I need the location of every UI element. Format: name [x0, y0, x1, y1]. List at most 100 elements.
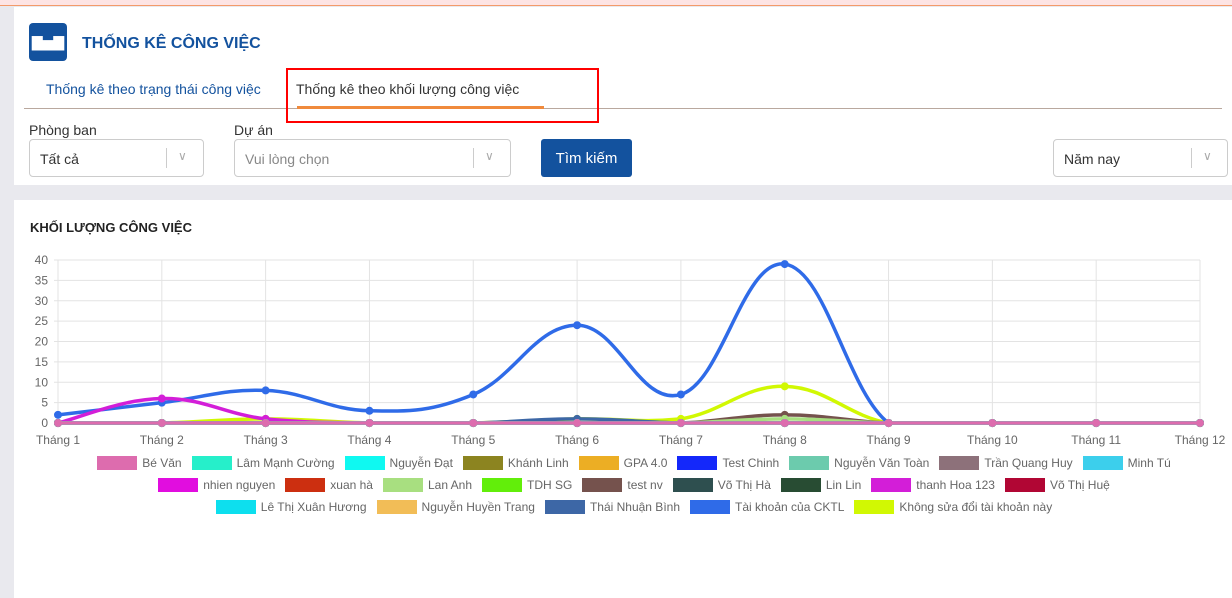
y-tick-label: 30 — [35, 294, 49, 308]
series-be-van-point — [1092, 419, 1101, 427]
y-tick-label: 0 — [41, 416, 48, 430]
x-tick-label: Tháng 11 — [1071, 433, 1121, 447]
legend-swatch — [582, 478, 623, 492]
legend-item[interactable]: Nguyễn Văn Toàn — [789, 456, 929, 470]
legend-item[interactable]: Minh Tú — [1082, 456, 1171, 470]
chart-panel: KHỐI LƯỢNG CÔNG VIỆC 0 5 10 15 20 25 30 35 40 Thá… — [14, 200, 1232, 598]
legend-label: Thái Nhuận Bình — [589, 500, 680, 514]
legend-item[interactable]: test nv — [582, 478, 663, 492]
x-tick-label: Tháng 12 — [1175, 433, 1226, 447]
series-tai-khoan-cua-cktl-point — [469, 390, 478, 399]
legend-label: TDH SG — [527, 478, 573, 492]
legend-label: xuan hà — [330, 478, 373, 492]
legend-label: Không sửa đổi tài khoản này — [899, 500, 1053, 514]
tab-workload-stats[interactable]: Thống kê theo khối lượng công việc — [296, 81, 520, 97]
legend-item[interactable]: Võ Thị Hà — [672, 478, 771, 492]
legend-swatch — [672, 478, 713, 492]
x-tick-label: Tháng 9 — [867, 433, 911, 447]
legend-label: Minh Tú — [1127, 456, 1171, 470]
legend-label: Nguyễn Huyền Trang — [421, 500, 535, 514]
project-select[interactable]: Vui lòng chọn ∨ — [234, 139, 511, 177]
legend-swatch — [462, 456, 503, 470]
department-select[interactable]: Tất cả ∨ — [29, 139, 204, 177]
x-tick-label: Tháng 10 — [967, 433, 1018, 447]
legend-item[interactable]: Nguyễn Đạt — [344, 456, 453, 470]
legend-label: Lin Lin — [825, 478, 862, 492]
legend-swatch — [1082, 456, 1123, 470]
series-tai-khoan-cua-cktl-line — [57, 262, 1200, 425]
legend-swatch — [1004, 478, 1045, 492]
series-be-van-point — [1196, 419, 1204, 427]
legend-item[interactable]: Thái Nhuận Bình — [544, 500, 680, 514]
legend-swatch — [285, 478, 326, 492]
legend-label: Nguyễn Văn Toàn — [834, 456, 930, 470]
legend-item[interactable]: TDH SG — [482, 478, 572, 492]
legend-label: Võ Thị Huệ — [1049, 478, 1110, 492]
y-tick-label: 10 — [35, 375, 49, 389]
series-tai-khoan-cua-cktl-point — [676, 390, 685, 399]
legend-swatch — [482, 478, 523, 492]
legend-label: Lâm Mạnh Cường — [236, 456, 335, 470]
y-tick-label: 40 — [35, 253, 49, 267]
project-placeholder: Vui lòng chọn — [245, 151, 330, 167]
legend-swatch — [382, 478, 423, 492]
series-be-van-point — [676, 419, 685, 427]
legend-swatch — [158, 478, 199, 492]
x-tick-label: Tháng 2 — [140, 433, 184, 447]
series-be-van-point — [573, 419, 582, 427]
legend-swatch — [871, 478, 912, 492]
legend-label: thanh Hoa 123 — [916, 478, 995, 492]
x-tick-label: Tháng 1 — [36, 433, 80, 447]
y-tick-label: 15 — [35, 355, 49, 369]
legend-item[interactable]: Test Chinh — [677, 456, 779, 470]
line-chart: 0 5 10 15 20 25 30 35 40 Tháng 1 Tháng 2 Tháng 3 Thá… — [35, 253, 1226, 447]
search-button[interactable]: Tìm kiếm — [541, 139, 632, 177]
legend-swatch — [215, 500, 256, 514]
legend-swatch — [97, 456, 138, 470]
chevron-down-icon: ∨ — [178, 149, 187, 163]
y-tick-label: 25 — [35, 314, 49, 328]
legend-swatch — [939, 456, 980, 470]
legend-item[interactable]: xuan hà — [285, 478, 373, 492]
chart-title: KHỐI LƯỢNG CÔNG VIỆC — [30, 220, 192, 235]
legend-swatch — [854, 500, 895, 514]
legend-item[interactable]: Lan Anh — [382, 478, 472, 492]
legend-item[interactable]: Khánh Linh — [462, 456, 569, 470]
legend-item[interactable]: Võ Thị Huệ — [1004, 478, 1110, 492]
series-tai-khoan-cua-cktl-point — [780, 260, 789, 269]
legend-label: Test Chinh — [722, 456, 780, 470]
legend-item[interactable]: Không sửa đổi tài khoản này — [854, 500, 1052, 514]
series-thanh-hoa-123-point — [157, 394, 166, 403]
legend-item[interactable]: Lê Thị Xuân Hương — [215, 500, 367, 514]
legend-item[interactable]: nhien nguyen — [158, 478, 275, 492]
legend-item[interactable]: Nguyễn Huyền Trang — [376, 500, 535, 514]
legend-item[interactable]: Lin Lin — [780, 478, 862, 492]
x-tick-label: Tháng 5 — [451, 433, 495, 447]
legend-swatch — [690, 500, 730, 514]
series-tai-khoan-cua-cktl-point — [261, 386, 270, 395]
filter-panel: ▇▅▇ THỐNG KÊ CÔNG VIỆC Thống kê theo trạ… — [14, 7, 1232, 185]
series-be-van-point — [469, 419, 478, 427]
series-tai-khoan-cua-cktl-point — [573, 321, 582, 330]
legend-label: Lê Thị Xuân Hương — [260, 500, 367, 514]
legend-item[interactable]: thanh Hoa 123 — [871, 478, 995, 492]
legend-item[interactable]: Bé Văn — [97, 456, 182, 470]
series-be-van-point — [261, 419, 270, 427]
legend-item[interactable]: GPA 4.0 — [578, 456, 668, 470]
period-select[interactable]: Năm nay ∨ — [1053, 139, 1228, 177]
left-sidebar-edge — [0, 6, 14, 598]
x-tick-label: Tháng 7 — [659, 433, 703, 447]
tab-status-stats[interactable]: Thống kê theo trạng thái công việc — [46, 81, 261, 97]
legend-item[interactable]: Tài khoản của CKTL — [690, 500, 844, 514]
series-tai-khoan-cua-cktl-point — [365, 406, 374, 415]
x-tick-label: Tháng 4 — [347, 433, 391, 447]
legend-label: GPA 4.0 — [623, 456, 668, 470]
active-tab-indicator — [297, 106, 544, 109]
chevron-down-icon: ∨ — [485, 149, 494, 163]
legend-item[interactable]: Lâm Mạnh Cường — [191, 456, 335, 470]
series-be-van-point — [884, 419, 893, 427]
legend-swatch — [344, 456, 385, 470]
legend-label: Nguyễn Đạt — [389, 456, 453, 470]
y-tick-label: 20 — [35, 335, 49, 349]
legend-item[interactable]: Trần Quang Huy — [939, 456, 1073, 470]
